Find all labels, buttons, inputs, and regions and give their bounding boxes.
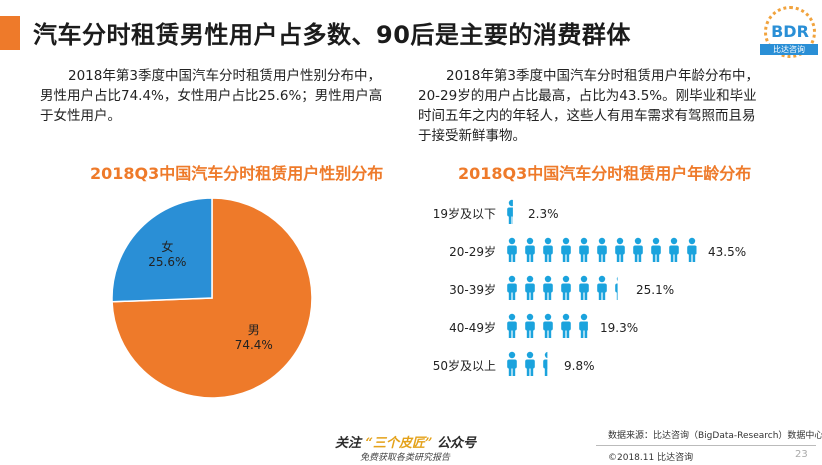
age-category-label: 19岁及以下: [433, 206, 496, 221]
person-icon: [561, 275, 571, 300]
age-chart-title: 2018Q3中国汽车分时租赁用户年龄分布: [458, 164, 752, 183]
person-icon: [597, 275, 607, 300]
age-row: 19岁及以下 2.3%: [433, 199, 559, 224]
title-accent-bar: [0, 16, 20, 50]
age-value-label: 2.3%: [528, 207, 559, 221]
person-icon: [669, 237, 679, 262]
age-pictogram-chart: 19岁及以下 2.3% 20-29岁 43.5% 30-39岁 25.1% 40-49岁 19…: [433, 199, 746, 376]
person-icon: [561, 237, 571, 262]
age-category-label: 40-49岁: [449, 320, 496, 335]
watermark-pre: 关注: [335, 436, 362, 451]
gender-pie-chart: 男74.4% 女25.6%: [111, 197, 313, 399]
age-category-label: 50岁及以上: [433, 358, 496, 373]
age-row: 20-29岁 43.5%: [449, 237, 746, 262]
person-icon: [507, 199, 513, 224]
person-icon: [525, 313, 535, 338]
person-icon: [507, 275, 517, 300]
watermark-highlight: “三个皮匠”: [365, 436, 433, 451]
person-icon: [543, 275, 553, 300]
person-icon: [507, 351, 517, 376]
age-value-label: 9.8%: [564, 359, 595, 373]
person-icon: [543, 313, 553, 338]
page-title: 汽车分时租赁男性用户占多数、90后是主要的消费群体: [33, 21, 631, 49]
age-row: 40-49岁 19.3%: [449, 313, 638, 338]
person-icon: [543, 351, 548, 376]
age-category-label: 30-39岁: [449, 282, 496, 297]
pie-label-male: 男: [248, 323, 260, 337]
person-icon: [525, 275, 535, 300]
pie-value-male: 74.4%: [235, 338, 273, 352]
footer-divider: [596, 445, 816, 446]
page-number: 23: [795, 449, 808, 460]
person-icon: [633, 237, 643, 262]
data-source: 数据来源：比达咨询（BigData-Research）数据中心: [608, 431, 822, 441]
person-icon: [687, 237, 697, 262]
person-icon: [597, 237, 607, 262]
person-icon: [525, 351, 535, 376]
age-row: 50岁及以上 9.8%: [433, 351, 595, 376]
copyright: ©2018.11 比达咨询: [608, 453, 694, 463]
gender-description: 2018年第3季度中国汽车分时租赁用户性别分布中，男性用户占比74.4%，女性用…: [40, 68, 383, 124]
person-icon: [615, 276, 618, 300]
person-icon: [561, 313, 571, 338]
person-icon: [525, 237, 535, 262]
age-value-label: 43.5%: [708, 245, 746, 259]
age-category-label: 20-29岁: [449, 244, 496, 259]
age-row: 30-39岁 25.1%: [449, 275, 674, 300]
bdr-logo: BDR 比达咨询: [760, 4, 818, 66]
person-icon: [615, 237, 625, 262]
watermark-post: 公众号: [437, 436, 477, 451]
age-value-label: 19.3%: [600, 321, 638, 335]
pie-value-female: 25.6%: [148, 255, 186, 269]
person-icon: [507, 237, 517, 262]
person-icon: [579, 237, 589, 262]
logo-ring-icon: [764, 6, 816, 58]
person-icon: [579, 313, 588, 338]
age-description: 2018年第3季度中国汽车分时租赁用户年龄分布中，20-29岁的用户占比最高，占…: [418, 68, 759, 144]
gender-chart-title: 2018Q3中国汽车分时租赁用户性别分布: [90, 164, 384, 183]
pie-slice-female: [111, 197, 213, 303]
watermark-line-1: 关注 “三个皮匠” 公众号: [335, 432, 476, 451]
logo-subtext: 比达咨询: [760, 44, 818, 55]
logo-text: BDR: [771, 22, 809, 41]
watermark-line-2: 免费获取各类研究报告: [360, 453, 451, 463]
pie-label-female: 女: [161, 239, 173, 254]
person-icon: [507, 313, 517, 338]
person-icon: [543, 237, 553, 262]
age-value-label: 25.1%: [636, 283, 674, 297]
person-icon: [579, 275, 589, 300]
person-icon: [651, 237, 661, 262]
